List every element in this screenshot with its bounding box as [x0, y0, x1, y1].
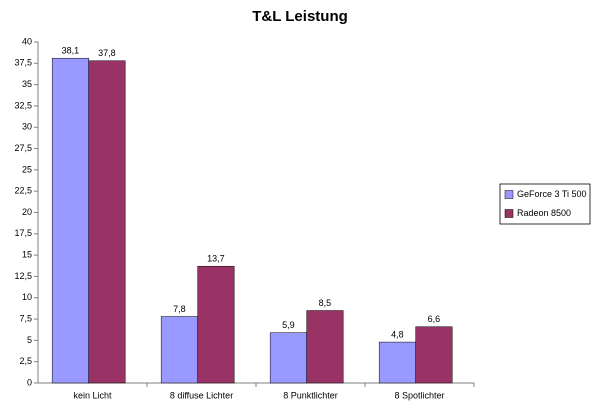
legend-label: GeForce 3 Ti 500 — [517, 189, 587, 199]
legend-box — [499, 183, 591, 225]
y-tick-label: 27,5 — [14, 143, 32, 153]
y-tick-label: 32,5 — [14, 100, 32, 110]
legend-label: Radeon 8500 — [517, 208, 571, 218]
y-tick-label: 22,5 — [14, 186, 32, 196]
y-tick-label: 15 — [22, 250, 32, 260]
value-label: 5,9 — [282, 320, 295, 330]
x-tick-label: 8 diffuse Lichter — [170, 390, 233, 400]
y-tick-label: 7,5 — [19, 313, 32, 323]
x-tick-label: 8 Spotlichter — [394, 390, 444, 400]
bar — [378, 341, 416, 384]
bar — [197, 265, 235, 384]
bar — [51, 57, 89, 384]
y-tick-label: 12,5 — [14, 271, 32, 281]
legend-swatch — [504, 190, 514, 199]
bar — [415, 326, 453, 384]
value-label: 4,8 — [391, 329, 404, 339]
x-tick-label: 8 Punktlichter — [283, 390, 338, 400]
legend-swatch — [504, 209, 514, 218]
bar — [306, 310, 344, 384]
y-tick-label: 20 — [22, 207, 32, 217]
value-label: 8,5 — [319, 298, 332, 308]
bar — [160, 316, 198, 384]
y-tick-label: 0 — [27, 377, 32, 387]
x-tick-label: kein Licht — [73, 390, 112, 400]
value-label: 38,1 — [62, 46, 80, 56]
bar — [88, 60, 126, 384]
y-tick-label: 2,5 — [19, 356, 32, 366]
value-label: 7,8 — [173, 304, 186, 314]
y-tick-label: 10 — [22, 292, 32, 302]
chart-title: T&L Leistung — [252, 8, 348, 25]
value-label: 37,8 — [98, 48, 116, 58]
y-tick-label: 40 — [22, 36, 32, 46]
bar — [269, 332, 307, 384]
y-tick-label: 37,5 — [14, 58, 32, 68]
value-label: 13,7 — [207, 254, 225, 264]
y-tick-label: 5 — [27, 335, 32, 345]
y-tick-label: 35 — [22, 79, 32, 89]
y-tick-label: 25 — [22, 164, 32, 174]
value-label: 6,6 — [428, 314, 441, 324]
y-tick-label: 17,5 — [14, 228, 32, 238]
y-tick-label: 30 — [22, 122, 32, 132]
